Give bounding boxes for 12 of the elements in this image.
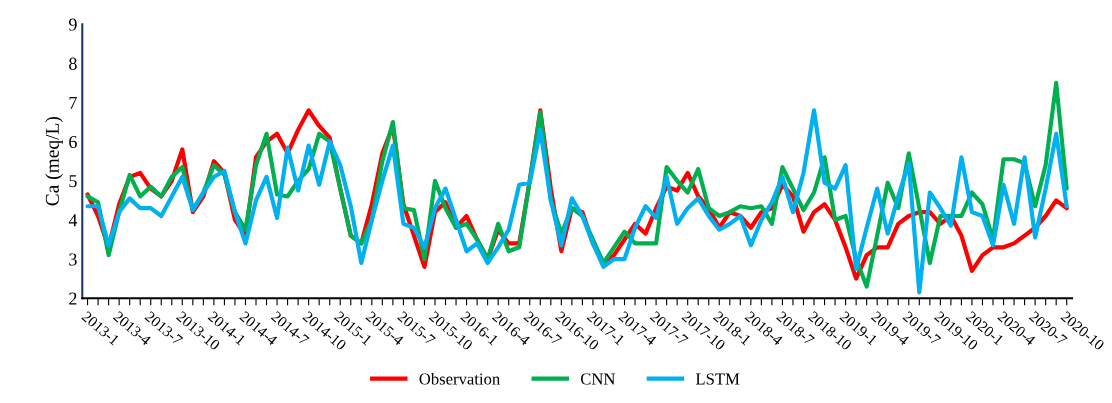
legend-label: CNN (580, 373, 616, 385)
y-tick-label: 9 (68, 18, 77, 31)
legend-label: LSTM (695, 373, 740, 385)
y-tick-label: 2 (69, 292, 77, 305)
y-tick-label: 6 (69, 135, 77, 149)
y-axis-title: Ca (meq/L) (45, 116, 63, 206)
y-tick-label: 8 (69, 57, 77, 70)
y-tick-label: 5 (69, 175, 77, 188)
legend-label: Observation (419, 372, 500, 385)
y-tick-label: 3 (69, 253, 77, 266)
y-tick-label: 4 (68, 214, 78, 227)
y-tick-label: 7 (69, 96, 77, 109)
